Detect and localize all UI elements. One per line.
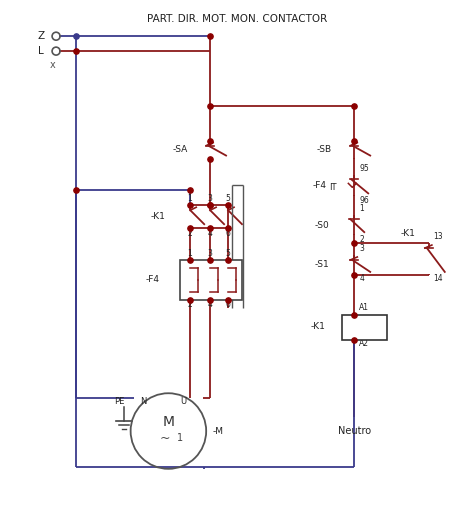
Text: A2: A2 <box>359 339 369 348</box>
Text: 3: 3 <box>359 243 364 252</box>
Text: 1: 1 <box>359 204 364 213</box>
Text: 13: 13 <box>433 232 442 241</box>
Text: -M: -M <box>212 427 223 436</box>
Text: ~: ~ <box>159 432 170 444</box>
Text: 3: 3 <box>207 248 212 258</box>
Text: 4: 4 <box>207 300 212 309</box>
Text: PART. DIR. MOT. MON. CONTACTOR: PART. DIR. MOT. MON. CONTACTOR <box>147 14 327 24</box>
Text: 2: 2 <box>187 300 192 309</box>
Text: N: N <box>141 397 147 406</box>
Text: -F4: -F4 <box>312 181 327 190</box>
Text: 4: 4 <box>207 229 212 238</box>
FancyBboxPatch shape <box>180 260 242 300</box>
Text: 1: 1 <box>187 248 192 258</box>
Text: -K1: -K1 <box>151 212 165 221</box>
Text: A1: A1 <box>359 303 369 312</box>
Text: -S1: -S1 <box>315 261 329 269</box>
Text: 2: 2 <box>359 235 364 244</box>
Text: -F4: -F4 <box>146 275 160 285</box>
Text: M: M <box>163 415 174 429</box>
Text: 95: 95 <box>359 164 369 173</box>
Text: PE: PE <box>114 397 124 406</box>
Text: 5: 5 <box>225 194 230 203</box>
Text: -K1: -K1 <box>310 322 326 331</box>
FancyBboxPatch shape <box>342 315 387 340</box>
Text: -K1: -K1 <box>401 229 416 238</box>
Text: 6: 6 <box>225 229 230 238</box>
Text: 1: 1 <box>177 433 183 443</box>
Text: 1: 1 <box>187 194 192 203</box>
Text: 5: 5 <box>225 248 230 258</box>
Text: -S0: -S0 <box>315 221 329 230</box>
Text: 6: 6 <box>225 300 230 309</box>
Text: Z: Z <box>37 31 45 41</box>
Text: 96: 96 <box>359 196 369 205</box>
Text: 2: 2 <box>187 229 192 238</box>
Text: 3: 3 <box>207 194 212 203</box>
Text: IT: IT <box>329 183 337 192</box>
Text: L: L <box>38 46 44 56</box>
Text: x: x <box>50 60 56 70</box>
Text: U: U <box>180 397 186 406</box>
Text: -SA: -SA <box>173 145 188 154</box>
Text: 4: 4 <box>359 274 364 284</box>
Text: 14: 14 <box>433 274 442 284</box>
Text: -SB: -SB <box>317 145 332 154</box>
Text: Neutro: Neutro <box>338 426 371 436</box>
